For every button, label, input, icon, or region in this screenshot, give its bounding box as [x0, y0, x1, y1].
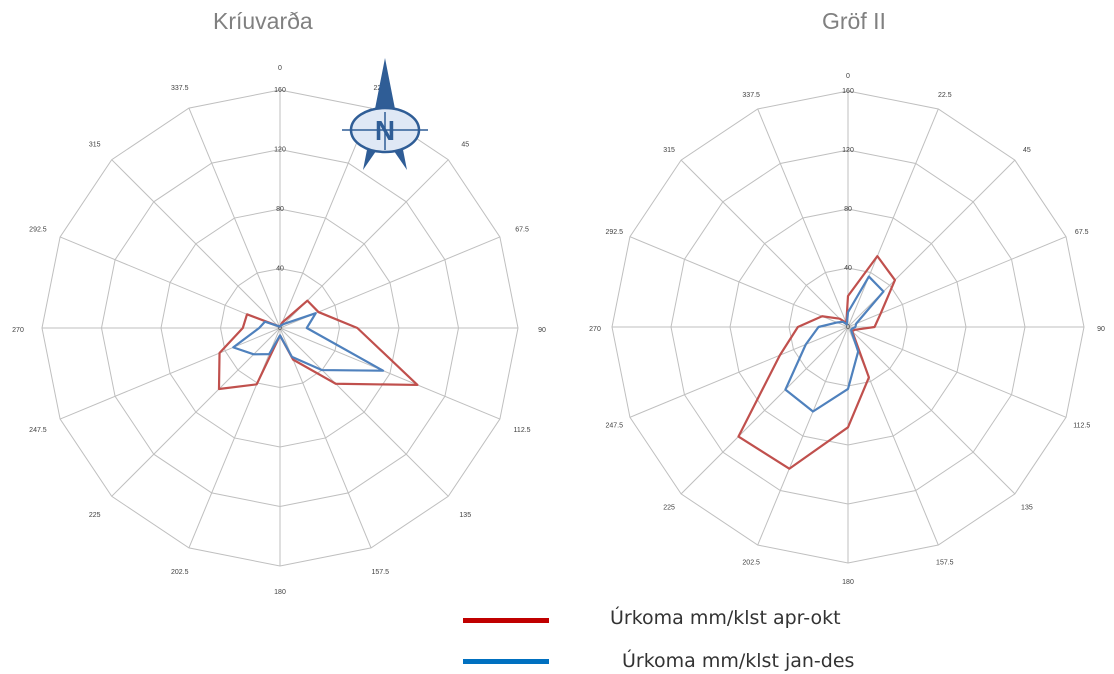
direction-label: 270: [589, 326, 601, 333]
radar-chart-grof: 0 22.5 45 67.5 90 112.5 135 157.5 180 202.5 225 247…: [589, 73, 1105, 586]
radial-tick-label: 80: [276, 206, 284, 213]
direction-label: 112.5: [514, 427, 531, 434]
direction-label: 247.5: [605, 423, 623, 430]
chart-title-grof: Gröf II: [822, 8, 886, 34]
series-line-0: [737, 255, 897, 470]
radial-tick-label: 0: [278, 325, 282, 332]
radial-tick-label: 80: [844, 206, 852, 213]
direction-label: 337.5: [171, 85, 189, 92]
chart-title-kriuvarda: Kríuvarða: [213, 8, 313, 34]
direction-label: 135: [459, 512, 471, 519]
grid-spoke: [680, 159, 849, 328]
grid-spoke: [279, 327, 449, 497]
grid-spoke: [279, 327, 372, 549]
grid-spoke: [188, 107, 281, 329]
direction-label: 0: [278, 65, 282, 72]
direction-label: 67.5: [515, 227, 529, 234]
grid-spoke: [279, 327, 501, 420]
grid-spoke: [279, 107, 372, 329]
radar-chart-kriuvarda: 022.54567.590112.5135157.5180202.5225247…: [12, 65, 546, 596]
series-line-1: [784, 275, 885, 413]
direction-label: 157.5: [936, 560, 954, 567]
direction-label: 45: [461, 142, 469, 149]
direction-label: 90: [538, 327, 546, 334]
direction-label: 225: [89, 512, 101, 519]
series-line-0: [217, 299, 419, 391]
direction-label: 135: [1021, 505, 1033, 512]
direction-label: 315: [663, 147, 675, 154]
grid-spoke: [757, 108, 849, 328]
direction-label: 180: [842, 579, 854, 586]
direction-label: 225: [663, 505, 675, 512]
grid-spoke: [847, 236, 1067, 328]
grid-spoke: [680, 326, 849, 495]
direction-label: 270: [12, 327, 24, 334]
radial-tick-label: 40: [844, 265, 852, 272]
direction-label: 292.5: [29, 227, 47, 234]
grid-spoke: [629, 326, 849, 418]
grid-spoke: [847, 159, 1016, 328]
grid-spoke: [847, 326, 1067, 418]
direction-label: 45: [1023, 147, 1031, 154]
direction-label: 292.5: [605, 229, 623, 236]
grid-spoke: [111, 159, 281, 329]
grid-spoke: [629, 236, 849, 328]
direction-label: 67.5: [1075, 229, 1089, 236]
grid-spoke: [757, 326, 849, 546]
direction-label: 337.5: [742, 92, 760, 99]
radial-tick-label: 160: [274, 87, 286, 94]
grid-spoke: [59, 236, 281, 329]
legend-swatch-jan-des: [463, 659, 549, 664]
grid-spoke: [188, 327, 281, 549]
direction-label: 90: [1097, 326, 1105, 333]
radial-tick-label: 160: [842, 88, 854, 95]
direction-label: 247.5: [29, 427, 47, 434]
legend-label-apr-okt: Úrkoma mm/klst apr-okt: [610, 607, 841, 629]
radial-tick-label: 120: [842, 147, 854, 154]
legend-swatch-apr-okt: [463, 618, 549, 623]
direction-label: 180: [274, 589, 286, 596]
legend-label-jan-des: Úrkoma mm/klst jan-des: [622, 650, 855, 672]
grid-spoke: [59, 327, 281, 420]
compass-n-label: N: [375, 115, 395, 146]
direction-label: 112.5: [1073, 423, 1090, 430]
north-arrow-icon: N: [342, 58, 428, 170]
grid-spoke: [111, 327, 281, 497]
direction-label: 0: [846, 73, 850, 80]
radial-tick-label: 120: [274, 147, 286, 154]
grid-spoke: [847, 326, 1016, 495]
direction-label: 315: [89, 142, 101, 149]
series-line-1: [232, 312, 385, 372]
direction-label: 157.5: [371, 569, 389, 576]
grid-spoke: [847, 108, 939, 328]
radial-tick-label: 40: [276, 266, 284, 273]
radial-tick-label: 0: [846, 324, 850, 331]
direction-label: 202.5: [742, 560, 760, 567]
direction-label: 22.5: [938, 92, 952, 99]
direction-label: 202.5: [171, 569, 189, 576]
